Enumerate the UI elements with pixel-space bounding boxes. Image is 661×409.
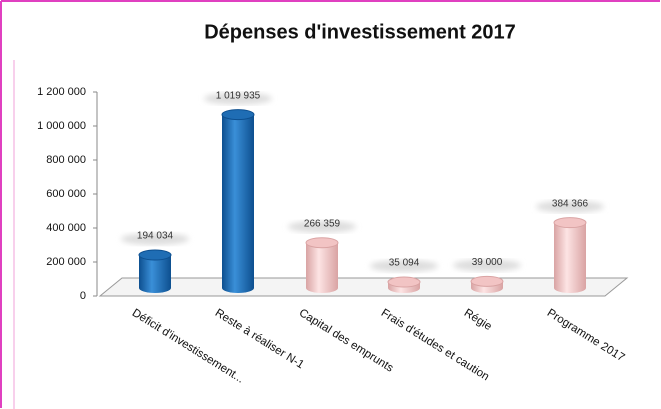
y-tick-label: 400 000 bbox=[46, 222, 86, 234]
bar-top bbox=[138, 249, 172, 261]
label-glow bbox=[121, 233, 189, 246]
x-tick-label: Régie bbox=[462, 307, 494, 333]
label-glow bbox=[453, 259, 521, 272]
y-tick-label: 1 200 000 bbox=[37, 86, 86, 98]
y-tick-label: 800 000 bbox=[46, 154, 86, 166]
bar-top bbox=[221, 109, 255, 121]
bar bbox=[306, 242, 338, 288]
y-tick-label: 600 000 bbox=[46, 188, 86, 200]
label-glow bbox=[536, 200, 604, 213]
value-label: 384 366 bbox=[552, 198, 589, 209]
y-tick-label: 200 000 bbox=[46, 256, 86, 268]
value-label: 35 094 bbox=[389, 258, 420, 269]
bar bbox=[554, 222, 586, 288]
y-tick-label: 1 000 000 bbox=[37, 120, 86, 132]
x-tick-label: Programme 2017 bbox=[545, 307, 627, 364]
value-label: 194 034 bbox=[137, 231, 174, 242]
value-label: 1 019 935 bbox=[216, 90, 261, 101]
label-glow bbox=[288, 220, 356, 233]
label-glow bbox=[370, 260, 438, 273]
label-glow bbox=[204, 92, 272, 105]
bar-top bbox=[387, 276, 421, 288]
bar-top bbox=[305, 237, 339, 249]
x-tick-label: Reste à réaliser N-1 bbox=[213, 307, 306, 371]
floor bbox=[98, 277, 629, 297]
value-label: 39 000 bbox=[472, 257, 503, 268]
y-tick-label: 0 bbox=[80, 290, 86, 302]
bar-top bbox=[553, 217, 587, 229]
value-label: 266 359 bbox=[304, 218, 341, 229]
bar bbox=[222, 114, 254, 288]
chart-title: Dépenses d'investissement 2017 bbox=[204, 21, 516, 43]
bar-top bbox=[470, 275, 504, 287]
